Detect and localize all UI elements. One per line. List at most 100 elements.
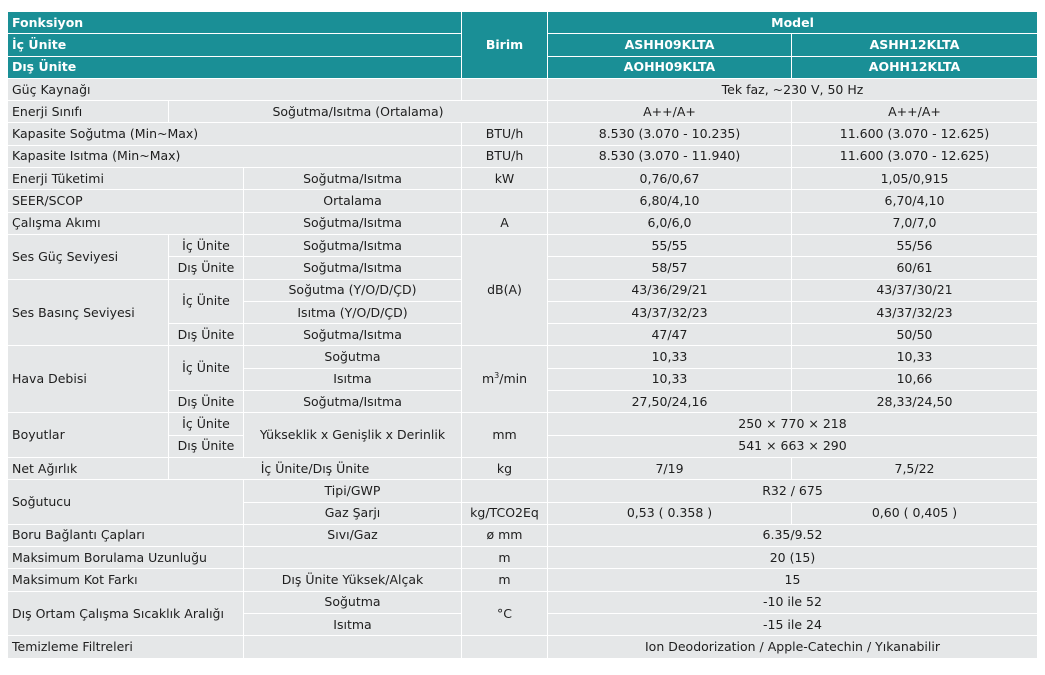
sub-label: Soğutma/Isıtma	[243, 256, 462, 280]
row-label: Kapasite Isıtma (Min~Max)	[7, 144, 462, 169]
value-cell: 250 × 770 × 218	[547, 412, 1038, 436]
row-max-kot: Maksimum Kot Farkı Dış Ünite Yüksek/Alça…	[7, 568, 1038, 592]
row-label: Soğutucu	[7, 479, 244, 525]
row-label: Temizleme Filtreleri	[7, 635, 244, 659]
unit-rest: /min	[499, 371, 528, 387]
sub-label: Ortalama	[243, 189, 462, 213]
sub-label: Soğutma/Isıtma	[243, 233, 462, 258]
row-label: Ses Basınç Seviyesi	[7, 278, 169, 347]
unit-cell: kg	[461, 456, 548, 481]
header-dis-unite: Dış Ünite	[7, 55, 462, 79]
row-calisma-akimi: Çalışma Akımı Soğutma/Isıtma A 6,0/6,0 7…	[7, 211, 1038, 235]
header-birim: Birim	[461, 11, 548, 79]
unit-type-label: Dış Ünite	[168, 434, 244, 458]
row-label: Net Ağırlık	[7, 456, 169, 481]
row-max-borulama: Maksimum Borulama Uzunluğu m 20 (15)	[7, 546, 1038, 570]
unit-cell-dba: dB(A)	[461, 233, 548, 347]
row-dis-ortam-sogutma: Dış Ortam Çalışma Sıcaklık Aralığı Soğut…	[7, 590, 1038, 637]
value-model-2: 11.600 (3.070 - 12.625)	[791, 122, 1038, 146]
unit-cell-airflow: m3/min	[461, 345, 548, 414]
row-kapasite-sogutma: Kapasite Soğutma (Min~Max) BTU/h 8.530 (…	[7, 122, 1038, 146]
unit-cell: kW	[461, 167, 548, 191]
row-label: Güç Kaynağı	[7, 77, 462, 102]
unit-cell: ø mm	[461, 523, 548, 548]
row-label: Boyutlar	[7, 412, 169, 458]
row-label: Dış Ortam Çalışma Sıcaklık Aralığı	[7, 590, 244, 637]
sub-label: Isıtma	[243, 367, 462, 392]
row-enerji-sinifi: Enerji Sınıfı Soğutma/Isıtma (Ortalama) …	[7, 100, 1038, 124]
row-enerji-tuketimi: Enerji Tüketimi Soğutma/Isıtma kW 0,76/0…	[7, 167, 1038, 191]
value-cell: R32 / 675	[547, 479, 1038, 503]
value-model-2: 10,33	[791, 345, 1038, 369]
value-model-2: 60/61	[791, 256, 1038, 280]
row-label: Hava Debisi	[7, 345, 169, 414]
sub-label: Isıtma	[243, 613, 462, 637]
row-label: Maksimum Borulama Uzunluğu	[7, 546, 244, 570]
row-hava-debisi-isitma: Isıtma 10,33 10,66	[8, 367, 1038, 392]
sub-label: Soğutma	[243, 345, 462, 369]
row-hava-debisi-sogutma: Hava Debisi İç Ünite Soğutma m3/min 10,3…	[7, 345, 1038, 414]
header-row-dis-unite: Dış Ünite AOHH09KLTA AOHH12KLTA	[7, 55, 1038, 79]
header-ic-unite: İç Ünite	[7, 33, 462, 57]
unit-cell	[461, 479, 548, 503]
row-net-agirlik: Net Ağırlık İç Ünite/Dış Ünite kg 7/19 7…	[7, 456, 1038, 481]
value-model-1: 6,0/6,0	[547, 211, 792, 235]
row-label: Enerji Sınıfı	[7, 100, 169, 124]
sub-label: Soğutma/Isıtma	[243, 211, 462, 235]
value-model-1: 43/37/32/23	[547, 300, 792, 325]
value-model-2: A++/A+	[791, 100, 1038, 124]
unit-cell: m	[461, 546, 548, 570]
value-model-1: 55/55	[547, 233, 792, 258]
row-label: Maksimum Kot Farkı	[7, 568, 244, 592]
specification-table: Fonksiyon Birim Model İç Ünite ASHH09KLT…	[7, 10, 1038, 659]
unit-type-label: İç Ünite	[168, 412, 244, 436]
sub-label	[243, 635, 462, 659]
header-fonksiyon: Fonksiyon	[7, 10, 462, 35]
unit-cell: m	[461, 568, 548, 592]
indoor-model-2: ASHH12KLTA	[791, 33, 1038, 57]
value-cell: -10 ile 52	[547, 590, 1038, 615]
value-model-1: 43/36/29/21	[547, 278, 792, 302]
value-cell: 541 × 663 × 290	[547, 434, 1038, 458]
unit-type-label: Dış Ünite	[168, 323, 244, 347]
sub-label: Dış Ünite Yüksek/Alçak	[243, 568, 462, 592]
value-model-2: 0,60 ( 0,405 )	[791, 501, 1038, 525]
unit-cell: A	[461, 211, 548, 235]
sub-label: Soğutma/Isıtma (Ortalama)	[168, 100, 548, 124]
row-seer-scop: SEER/SCOP Ortalama 6,80/4,10 6,70/4,10	[7, 189, 1038, 213]
header-row-ic-unite: İç Ünite ASHH09KLTA ASHH12KLTA	[7, 33, 1038, 57]
value-cell: Ion Deodorization / Apple-Catechin / Yık…	[547, 635, 1038, 659]
value-model-1: 8.530 (3.070 - 10.235)	[547, 122, 792, 146]
unit-cell: BTU/h	[461, 122, 548, 146]
unit-cell: mm	[461, 412, 548, 458]
sub-label: İç Ünite/Dış Ünite	[168, 456, 462, 481]
row-sogutucu-gaz: Gaz Şarjı kg/TCO2Eq 0,53 ( 0.358 ) 0,60 …	[8, 501, 1038, 525]
value-model-2: 43/37/32/23	[791, 300, 1038, 325]
value-model-2: 28,33/24,50	[791, 390, 1038, 414]
unit-cell	[461, 635, 548, 659]
value-model-2: 43/37/30/21	[791, 278, 1038, 302]
value-model-2: 1,05/0,915	[791, 167, 1038, 191]
unit-type-label: İç Ünite	[168, 345, 244, 392]
row-label: SEER/SCOP	[7, 189, 244, 213]
sub-label: Gaz Şarjı	[243, 501, 462, 525]
row-dis-ortam-isitma: Isıtma -15 ile 24	[8, 613, 1038, 637]
value-model-2: 7,0/7,0	[791, 211, 1038, 235]
sub-label: Isıtma (Y/O/D/ÇD)	[243, 300, 462, 325]
unit-type-label: İç Ünite	[168, 278, 244, 325]
value-model-1: 7/19	[547, 456, 792, 481]
sub-label	[243, 546, 462, 570]
outdoor-model-2: AOHH12KLTA	[791, 55, 1038, 79]
unit-cell: BTU/h	[461, 144, 548, 169]
value-model-1: 0,53 ( 0.358 )	[547, 501, 792, 525]
row-ses-basinc-sogutma: Ses Basınç Seviyesi İç Ünite Soğutma (Y/…	[7, 278, 1038, 347]
value-model-1: 58/57	[547, 256, 792, 280]
row-label: Boru Bağlantı Çapları	[7, 523, 244, 548]
value-model-1: 47/47	[547, 323, 792, 347]
row-temizleme-filtreleri: Temizleme Filtreleri Ion Deodorization /…	[7, 635, 1038, 659]
value-cell: -15 ile 24	[547, 613, 1038, 637]
unit-cell	[461, 189, 548, 213]
row-kapasite-isitma: Kapasite Isıtma (Min~Max) BTU/h 8.530 (3…	[7, 144, 1038, 169]
sub-label: Tipi/GWP	[243, 479, 462, 503]
row-hava-debisi-dis: Dış Ünite Soğutma/Isıtma 27,50/24,16 28,…	[8, 390, 1038, 414]
